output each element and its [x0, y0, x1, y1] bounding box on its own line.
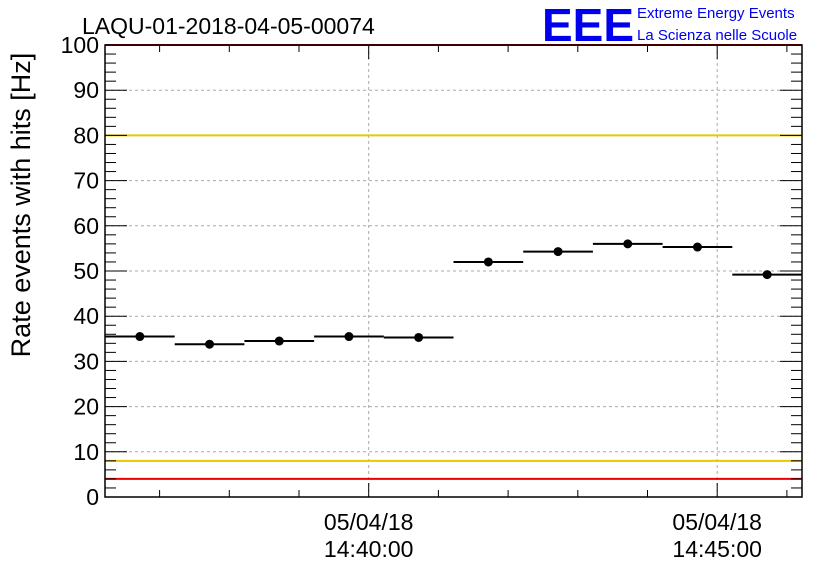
- data-point-marker: [414, 332, 424, 342]
- x-tick-label-date: 05/04/18: [672, 509, 762, 535]
- y-tick-label: 70: [73, 168, 99, 194]
- y-tick-label: 10: [73, 439, 99, 465]
- axis-ticks: [105, 44, 802, 498]
- data-point-marker: [762, 270, 772, 280]
- y-tick-label: 60: [73, 213, 99, 239]
- chart-title: LAQU-01-2018-04-05-00074: [82, 13, 375, 39]
- eee-logo-mark: EEE: [542, 0, 634, 51]
- data-point-marker: [692, 242, 702, 252]
- y-axis-label: Rate events with hits [Hz]: [6, 53, 36, 358]
- eee-logo-line1: Extreme Energy Events: [637, 5, 795, 22]
- y-tick-label: 20: [73, 394, 99, 420]
- data-point-marker: [553, 247, 563, 257]
- y-tick-labels: 0 10 20 30 40 50 60 70 80 90 100: [61, 32, 99, 510]
- data-points: [105, 239, 802, 349]
- data-point-marker: [623, 239, 633, 249]
- data-point-marker: [344, 332, 354, 342]
- y-tick-label: 0: [86, 484, 99, 510]
- data-point-marker: [274, 336, 284, 346]
- eee-logo: EEE Extreme Energy Events La Scienza nel…: [542, 0, 797, 51]
- y-tick-label: 100: [61, 32, 99, 58]
- x-tick-label-time: 14:40:00: [324, 536, 414, 562]
- y-tick-label: 40: [73, 303, 99, 329]
- x-tick-label-date: 05/04/18: [324, 509, 414, 535]
- y-tick-label: 80: [73, 122, 99, 148]
- x-tick-label-time: 14:45:00: [672, 536, 762, 562]
- y-tick-label: 90: [73, 77, 99, 103]
- data-point-marker: [483, 257, 493, 267]
- data-point-marker: [135, 332, 145, 342]
- y-tick-label: 30: [73, 348, 99, 374]
- data-point-marker: [205, 339, 215, 349]
- y-tick-label: 50: [73, 258, 99, 284]
- eee-logo-line2: La Scienza nelle Scuole: [637, 27, 797, 44]
